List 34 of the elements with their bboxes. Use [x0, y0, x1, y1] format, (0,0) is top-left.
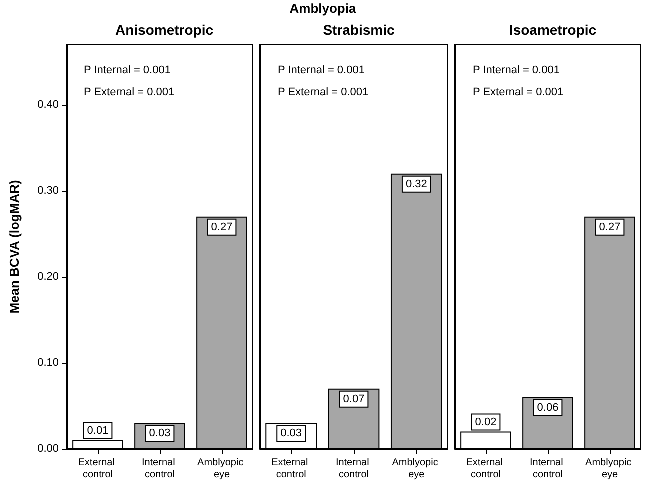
data-label: 0.01 [87, 424, 109, 437]
annotation: P External = 0.001 [84, 86, 175, 98]
x-tick-label: Amblyopic eye [586, 458, 634, 480]
data-label: 0.03 [280, 428, 302, 440]
y-tick-label: 0.00 [38, 443, 59, 455]
x-tick-label: Amblyopic eye [198, 458, 246, 480]
chart-title: Strabismic [323, 22, 396, 38]
data-label: 0.07 [343, 393, 365, 406]
x-tick-label: Internal control [530, 458, 566, 480]
chart-title: Isoametropic [509, 22, 597, 38]
data-label: 0.27 [211, 221, 233, 234]
annotation: P External = 0.001 [473, 86, 564, 98]
annotation: P Internal = 0.001 [278, 64, 365, 76]
data-label: 0.02 [475, 416, 497, 428]
data-label: 0.32 [406, 178, 428, 190]
x-tick-label: Internal control [336, 458, 372, 480]
y-tick-label: 0.20 [38, 271, 59, 284]
data-label: 0.27 [599, 221, 621, 234]
x-tick-label: Amblyopic eye [392, 458, 442, 480]
y-tick-label: 0.30 [38, 185, 59, 198]
x-tick-label: External control [272, 458, 312, 480]
annotation: P Internal = 0.001 [473, 64, 560, 76]
y-tick-label: 0.10 [38, 357, 59, 370]
chart-title: Anisometropic [115, 22, 214, 38]
y-tick-label: 0.40 [38, 99, 59, 112]
data-label: 0.06 [537, 402, 559, 414]
text: Amblyopia [288, 0, 358, 18]
x-tick-label: External control [466, 458, 506, 480]
annotation: P Internal = 0.001 [84, 64, 171, 76]
x-tick-label: External control [78, 458, 118, 480]
y-axis-title: Mean BCVA (logMAR) [7, 180, 22, 314]
x-tick-label: Internal control [142, 458, 178, 480]
data-label: 0.03 [149, 428, 171, 440]
annotation: P External = 0.001 [278, 86, 369, 98]
